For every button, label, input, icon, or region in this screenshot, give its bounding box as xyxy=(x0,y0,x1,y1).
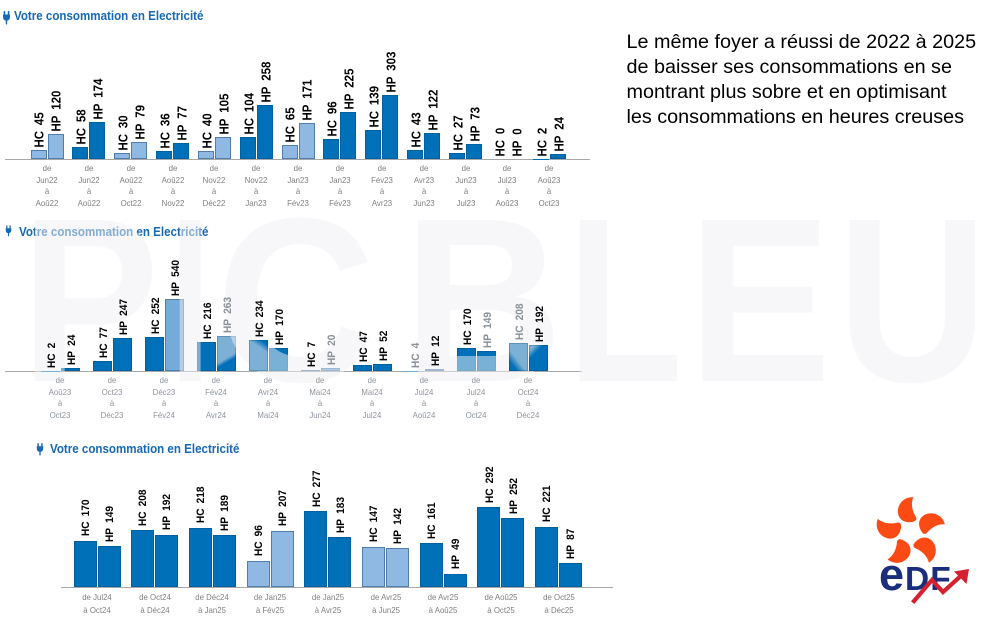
svg-text:e: e xyxy=(879,549,904,600)
